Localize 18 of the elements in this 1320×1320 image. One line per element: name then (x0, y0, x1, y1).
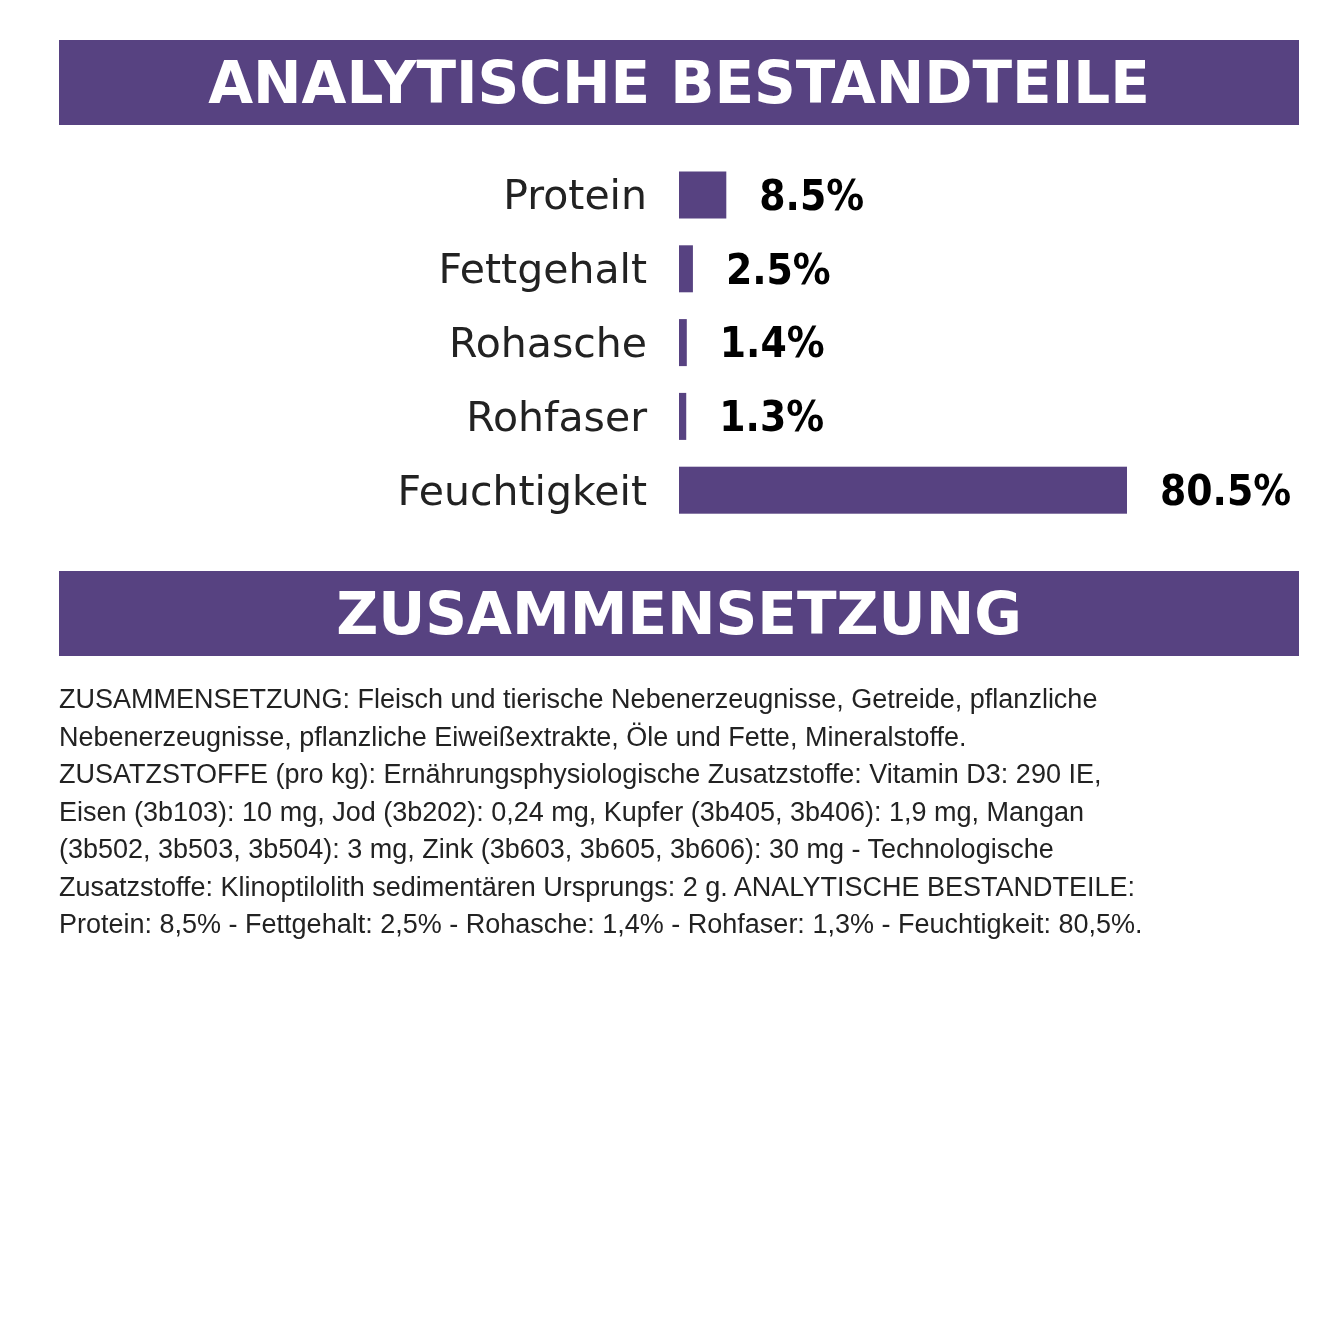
y-tick-label: Fettgehalt (438, 245, 647, 294)
data-label: 80.5% (1160, 465, 1292, 515)
data-label: 8.5% (759, 170, 865, 220)
y-tick-label: Rohasche (449, 318, 647, 367)
chart-title: ANALYTISCHE BESTANDTEILE (208, 49, 1150, 118)
data-label: 1.4% (719, 318, 825, 368)
bar (679, 466, 1127, 514)
text: ZUSAMMENSETZUNG: Fleisch und tierische Nebenerzeugnisse, Getreide, pflanzliche Nebenerzeugnisse, pflanzliche Eiweißextrakte, Öle und Fette, Mineralstoffe. ZUSATZSTOFFE (pro kg): Ernährungsphysiologische Zusatzstoffe: Vitamin D3: 290 IE, Eisen (3b103): 10 mg, Jod (3b202): 0,24 mg, Kupfer (3b405, 3b406): 1,9 mg, Mangan (3b502, 3b503, 3b504): 3 mg, Zink (3b603, 3b605, 3b606): 30 mg - Technologische Zusatzstoffe: Klinoptilolith sedimentären Ursprungs: 2 g. ANALYTISCHE BESTANDTEILE: Protein: 8,5% - Fettgehalt: 2,5% - Rohasche: 1,4% - Rohfaser: 1,3% - Feuchtigkeit: 80,5%. (59, 684, 1143, 939)
text: ZUSAMMENSETZUNG (336, 580, 1022, 649)
data-label: 2.5% (725, 244, 831, 294)
bar (679, 245, 693, 293)
y-tick-label: Feuchtigkeit (397, 466, 647, 515)
y-tick-label: Rohfaser (466, 392, 648, 441)
bar (679, 392, 687, 440)
data-label: 1.3% (719, 392, 825, 442)
bar (679, 319, 687, 367)
y-tick-label: Protein (503, 171, 647, 220)
bar (679, 171, 727, 219)
